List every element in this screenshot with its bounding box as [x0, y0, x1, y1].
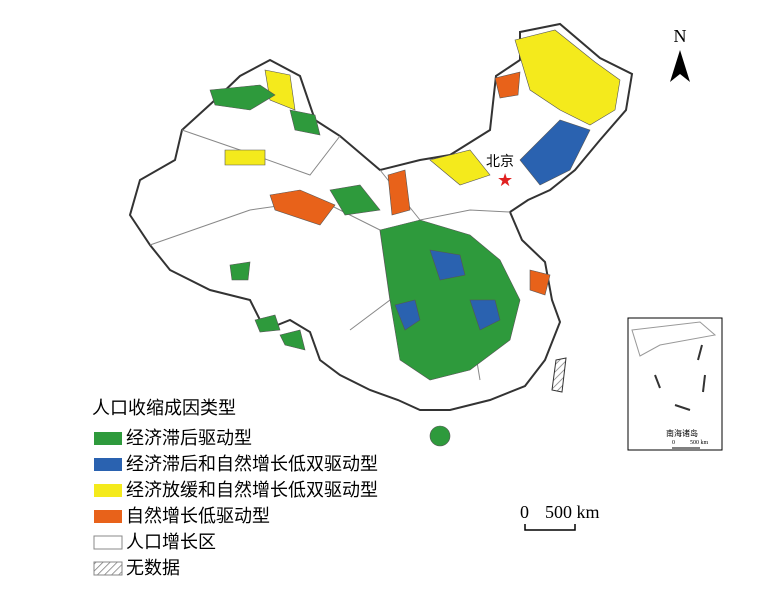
- region-patch: [429, 425, 451, 447]
- inset-scale-distance: 500 km: [690, 440, 709, 446]
- region-patch: [289, 109, 321, 136]
- scale-distance: 500 km: [545, 502, 600, 522]
- region-patch: [494, 71, 521, 99]
- legend-swatch: [94, 458, 122, 471]
- taiwan: [551, 357, 567, 393]
- region-patch: [379, 219, 521, 381]
- region-patch: [429, 149, 491, 186]
- region-patches: [209, 29, 621, 447]
- legend-label: 无数据: [126, 558, 180, 578]
- inset-map: 南海诸岛 0 500 km: [627, 317, 723, 451]
- capital-label: 北京: [486, 154, 514, 170]
- north-arrow: N: [670, 26, 690, 82]
- region-patch: [279, 329, 306, 351]
- inset-scale-zero: 0: [672, 440, 675, 446]
- legend: 人口收缩成因类型 经济滞后驱动型经济滞后和自然增长低双驱动型经济放缓和自然增长低…: [92, 398, 378, 578]
- region-patch: [469, 299, 501, 331]
- legend-label: 自然增长低驱动型: [126, 506, 270, 526]
- legend-label: 经济滞后和自然增长低双驱动型: [126, 454, 378, 474]
- region-patch: [529, 269, 551, 296]
- legend-label: 经济滞后驱动型: [126, 428, 252, 448]
- region-patch: [329, 184, 381, 216]
- region-patch: [429, 249, 466, 281]
- legend-label: 经济放缓和自然增长低双驱动型: [126, 480, 378, 500]
- region-patch: [229, 261, 251, 281]
- scale-zero: 0: [520, 502, 529, 522]
- legend-swatch: [94, 432, 122, 445]
- legend-swatch: [93, 535, 123, 550]
- capital-star: ★: [497, 170, 513, 190]
- region-patch: [387, 169, 411, 216]
- legend-title: 人口收缩成因类型: [92, 398, 236, 418]
- region-patch: [224, 149, 266, 166]
- legend-swatch: [94, 510, 122, 523]
- legend-swatch: [94, 484, 122, 497]
- region-patch: [264, 69, 296, 111]
- north-label: N: [674, 26, 687, 46]
- region-patch: [394, 299, 421, 331]
- region-patch: [254, 314, 281, 333]
- legend-label: 人口增长区: [126, 532, 216, 552]
- legend-swatch: [93, 561, 123, 576]
- region-patch: [269, 189, 336, 226]
- inset-title: 南海诸岛: [666, 428, 698, 438]
- region-patch: [209, 84, 276, 111]
- region-patch: [519, 119, 591, 186]
- region-patch: [514, 29, 621, 126]
- scale-bar: 0 500 km: [520, 502, 600, 531]
